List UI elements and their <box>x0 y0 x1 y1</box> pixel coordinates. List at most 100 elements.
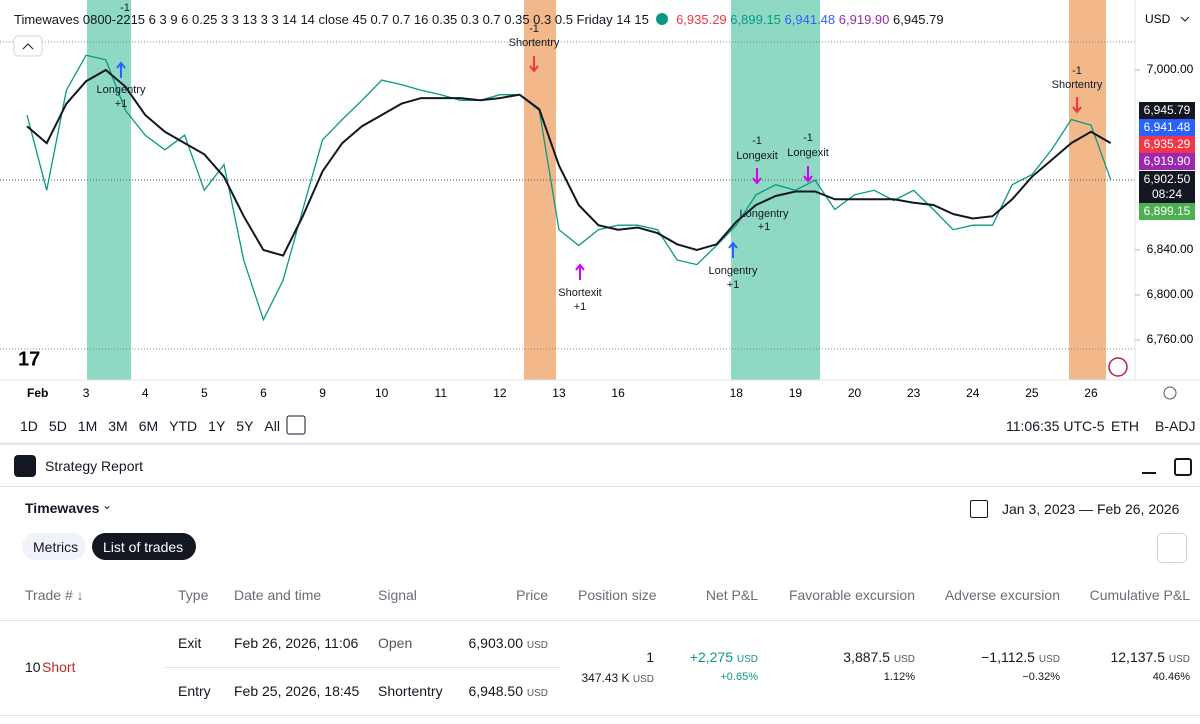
column-header: Signal <box>378 587 417 603</box>
range-button[interactable]: 6M <box>138 418 159 434</box>
minimize-icon[interactable] <box>1142 472 1156 474</box>
currency[interactable]: USD <box>1145 12 1171 26</box>
divider <box>165 667 560 668</box>
cell: Shortentry <box>378 683 443 699</box>
cell: 3,887.5 <box>843 649 890 665</box>
x-tick-label: 13 <box>552 386 566 400</box>
range-button[interactable]: 5Y <box>236 418 254 434</box>
annotation: Longexit <box>736 150 778 162</box>
y-tick-label: 6,800.00 <box>1147 287 1194 301</box>
cell: 40.46% <box>1152 671 1190 683</box>
legend-value: 6,899.15 <box>730 12 781 27</box>
annotation: -1 <box>803 132 813 144</box>
annotation: -1 <box>752 135 762 147</box>
divider <box>0 486 1200 487</box>
range-button[interactable]: 1Y <box>208 418 226 434</box>
x-tick-label: 6 <box>260 386 267 400</box>
range-button[interactable]: All <box>264 418 280 434</box>
range-button[interactable]: 5D <box>48 418 67 434</box>
logo: 17 <box>18 348 40 370</box>
settings-icon[interactable] <box>1163 386 1177 400</box>
price-label-bg <box>1139 136 1195 153</box>
x-tick-label: 4 <box>142 386 149 400</box>
x-tick-label: 3 <box>83 386 90 400</box>
x-tick-label: 24 <box>966 386 980 400</box>
series-line <box>26 68 1112 257</box>
tab[interactable]: List of trades <box>103 539 184 555</box>
range-button[interactable]: 3M <box>108 418 128 434</box>
cell: Feb 26, 2026, 11:06 <box>234 635 359 651</box>
date-range-icon[interactable] <box>286 415 306 435</box>
session-band <box>731 0 820 380</box>
cell: 1.12% <box>883 671 915 683</box>
annotation: +1 <box>574 301 587 313</box>
annotation: Longexit <box>787 147 829 159</box>
x-tick-label: Feb <box>27 386 48 400</box>
range-button[interactable]: 1M <box>77 418 98 434</box>
x-tick-label: 18 <box>730 386 744 400</box>
divider <box>0 620 1200 621</box>
calendar-icon[interactable] <box>970 500 988 518</box>
annotation: Shortentry <box>509 37 560 49</box>
annotation: +1 <box>758 221 771 233</box>
cell: Feb 25, 2026, 18:45 <box>234 683 360 699</box>
series-line <box>26 54 1112 322</box>
cell: 6,948.50 <box>468 683 523 699</box>
column-header[interactable]: Trade # ↓ <box>25 587 84 603</box>
report-title[interactable]: Strategy Report <box>45 458 144 474</box>
legend-value: 6,945.79 <box>893 12 944 27</box>
cell: +2,275 <box>689 649 733 665</box>
currency: USD <box>632 674 654 685</box>
tab-bg <box>22 533 86 560</box>
column-header: Cumulative P&L <box>1089 587 1190 603</box>
report-icon <box>14 455 36 477</box>
status-icon <box>656 13 669 25</box>
cell: Exit <box>178 635 202 651</box>
price-label: 6,935.29 <box>1144 137 1191 151</box>
annotation: +1 <box>115 98 128 110</box>
session-toggle[interactable]: ETH <box>1111 418 1139 434</box>
x-tick-label: 20 <box>848 386 862 400</box>
trade-number: 10 <box>25 659 41 675</box>
annotation: -1 <box>529 23 539 35</box>
countdown: 08:24 <box>1152 187 1182 201</box>
strategy-select[interactable]: Timewaves <box>25 500 100 516</box>
price-label-bg <box>1139 203 1195 220</box>
x-tick-label: 12 <box>493 386 507 400</box>
collapse-button[interactable] <box>13 35 43 57</box>
price-label-bg <box>1139 119 1195 136</box>
date-range[interactable]: Jan 3, 2023 — Feb 26, 2026 <box>1002 501 1180 517</box>
x-tick-label: 23 <box>907 386 921 400</box>
annotation: Shortexit <box>558 287 601 299</box>
tab[interactable]: Metrics <box>33 539 79 555</box>
column-header: Position size <box>578 587 657 603</box>
range-toolbar: 1D 5D 1M 3M 6M YTD 1Y 5Y All <box>20 418 280 434</box>
chart: -1 Longentry +1 -1 Shortentry Shortexit … <box>0 0 1200 445</box>
divider <box>0 715 1200 716</box>
cell: 6,903.00 <box>468 635 523 651</box>
download-button[interactable] <box>1157 533 1187 563</box>
maximize-icon[interactable] <box>1174 458 1192 476</box>
cell: −0.32% <box>1022 671 1060 683</box>
legend: Timewaves 0800-2215 6 3 9 6 0.25 3 3 13 … <box>14 12 944 27</box>
range-button[interactable]: YTD <box>169 418 198 434</box>
trade-side: Short <box>42 659 76 675</box>
chevron-icon <box>1180 16 1190 22</box>
annotation: Longentry <box>709 265 758 277</box>
study-label: Timewaves 0800-2215 6 3 9 6 0.25 3 3 13 … <box>14 12 649 27</box>
annotation: +1 <box>727 279 740 291</box>
y-tick-label: 6,760.00 <box>1147 332 1194 346</box>
x-tick-label: 26 <box>1084 386 1098 400</box>
annotation: -1 <box>1072 65 1082 77</box>
x-tick-label: 16 <box>611 386 625 400</box>
range-button[interactable]: 1D <box>20 418 38 434</box>
annotation: Longentry <box>97 84 146 96</box>
price-label-bg <box>1139 153 1195 170</box>
x-tick-label: 5 <box>201 386 208 400</box>
adjust-toggle[interactable]: B-ADJ <box>1155 418 1196 434</box>
legend-value: 6,941.48 <box>784 12 836 27</box>
alert-icon[interactable] <box>1108 357 1128 377</box>
legend-value: 6,935.29 <box>676 12 727 27</box>
y-tick-label: 7,000.00 <box>1147 62 1194 76</box>
price-label-bg <box>1139 102 1195 119</box>
